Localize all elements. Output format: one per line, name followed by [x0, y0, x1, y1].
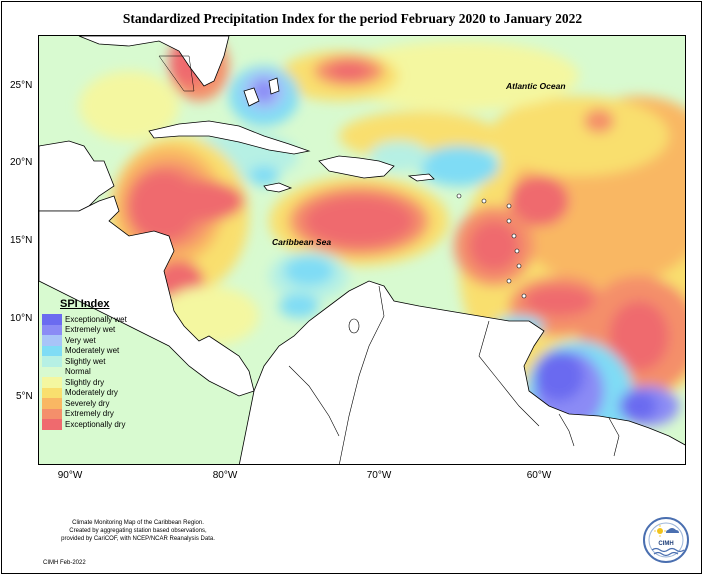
lon-label-90w: 90°W [57, 470, 83, 481]
legend-item: Very wet [42, 335, 172, 346]
legend-item: Slightly dry [42, 377, 172, 388]
footer-line2: Created by aggregating station based obs… [69, 528, 207, 534]
map-area [38, 35, 686, 465]
legend-rows: Exceptionally wet Extremely wet Very wet Mo… [42, 314, 172, 430]
spi-field [79, 36, 685, 451]
atlantic-ocean-label: Atlantic Ocean [506, 81, 566, 91]
legend-swatch [42, 398, 62, 409]
legend-item: Exceptionally dry [42, 419, 172, 430]
legend-label: Extremely wet [65, 325, 116, 335]
legend-item: Moderately dry [42, 387, 172, 398]
legend-swatch [42, 324, 62, 335]
logo-text: CIMH [658, 541, 673, 547]
map-title: Standardized Precipitation Index for the… [122, 11, 583, 26]
legend-item: Slightly wet [42, 356, 172, 367]
legend-swatch [42, 314, 62, 325]
legend-swatch [42, 345, 62, 356]
lon-label-80w: 80°W [212, 470, 238, 481]
lat-label-25n: 25°N [10, 80, 33, 91]
lat-label-15n: 15°N [10, 235, 33, 246]
map-footer: Climate Monitoring Map of the Caribbean … [28, 519, 248, 543]
caribbean-sea-label: Caribbean Sea [272, 237, 332, 247]
cimh-logo-icon: CIMH [643, 517, 689, 563]
lat-label-5n: 5°N [16, 391, 33, 402]
legend-swatch [42, 335, 62, 346]
legend-swatch [42, 366, 62, 377]
legend-item: Moderately wet [42, 345, 172, 356]
legend-label: Slightly dry [65, 377, 105, 387]
footer-date: CIMH Feb-2022 [43, 560, 86, 566]
borders [288, 285, 620, 464]
lesser-antilles [348, 193, 527, 334]
legend-title: SPI Index [60, 298, 110, 310]
lat-label-10n: 10°N [10, 313, 33, 324]
legend-label: Exceptionally wet [65, 314, 127, 324]
legend-swatch [42, 408, 62, 419]
legend-item: Extremely dry [42, 408, 172, 419]
legend-item: Normal [42, 366, 172, 377]
legend-label: Exceptionally dry [65, 419, 126, 429]
legend-item: Exceptionally wet [42, 314, 172, 325]
footer-line3: provided by CariCOF, with NCEP/NCAR Rean… [61, 536, 215, 542]
legend-swatch [42, 387, 62, 398]
legend-swatch [42, 419, 62, 430]
lon-label-70w: 70°W [366, 470, 392, 481]
legend-swatch [42, 377, 62, 388]
legend-label: Slightly wet [65, 356, 106, 366]
spi-map-svg [39, 36, 685, 464]
lon-label-60w: 60°W [526, 470, 552, 481]
legend-swatch [42, 356, 62, 367]
legend-label: Extremely dry [65, 409, 114, 419]
legend-label: Severely dry [65, 398, 110, 408]
legend-item: Severely dry [42, 398, 172, 409]
spi-legend: SPI Index Exceptionally wet Extremely wet… [42, 298, 172, 430]
lat-label-20n: 20°N [10, 157, 33, 168]
legend-label: Normal [65, 367, 91, 377]
legend-label: Very wet [65, 335, 96, 345]
legend-item: Extremely wet [42, 324, 172, 335]
legend-label: Moderately wet [65, 346, 120, 356]
legend-label: Moderately dry [65, 388, 118, 398]
footer-line1: Climate Monitoring Map of the Caribbean … [72, 520, 204, 526]
